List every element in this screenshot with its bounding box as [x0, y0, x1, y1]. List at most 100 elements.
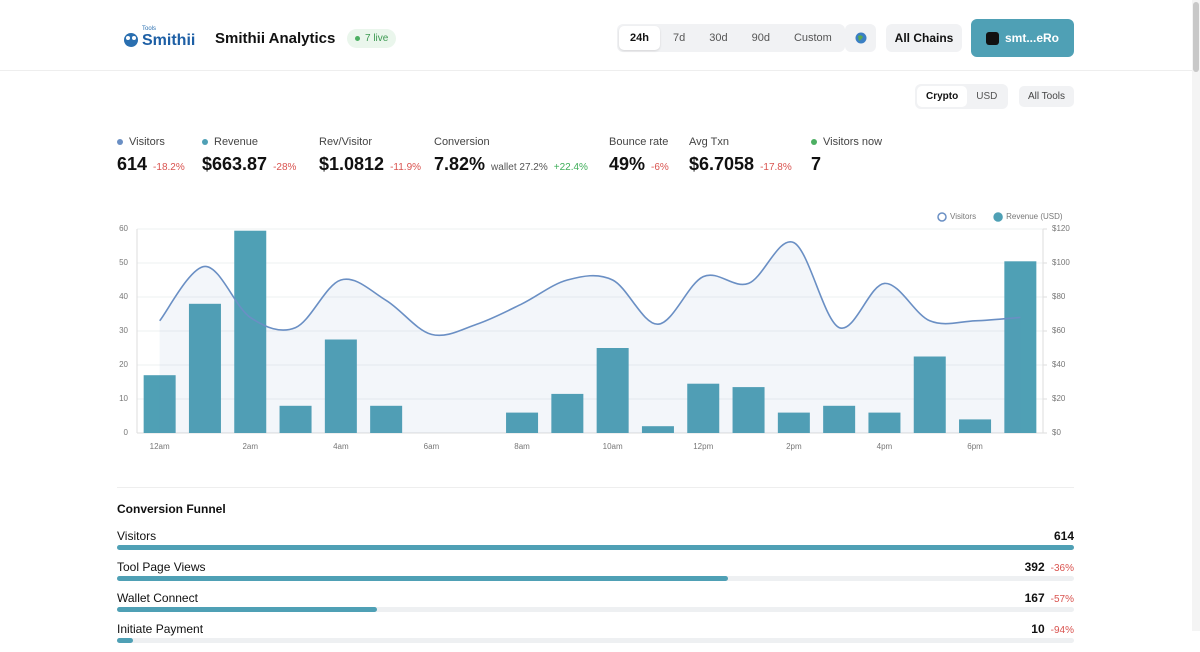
range-option[interactable]: 24h — [619, 26, 660, 50]
metric-label-row: Revenue — [202, 136, 296, 148]
bar — [868, 412, 901, 433]
metric-row: $6.7058 -17.8% — [689, 154, 792, 175]
funnel-value: 392 — [1024, 560, 1045, 574]
chart: 0 10 20 30 40 50 60 $0 $20 $40 $60 $80 $100 $120 12am 2… — [119, 212, 1070, 451]
metric-label-row: Avg Txn — [689, 136, 792, 148]
range-selector: 24h 7d 30d 90d Custom — [617, 24, 845, 52]
metric-dot — [202, 139, 208, 145]
funnel-track — [117, 638, 1074, 643]
x-tick-label: 4am — [333, 442, 349, 451]
metric-change: -18.2% — [153, 162, 185, 173]
funnel-track — [117, 576, 1074, 581]
currency-option[interactable]: USD — [976, 91, 998, 102]
metric-change: -17.8% — [760, 162, 792, 173]
y2-tick-label: $80 — [1052, 292, 1066, 301]
metric-row: $663.87 -28% — [202, 154, 296, 175]
bar — [959, 419, 992, 433]
metric-note: wallet 27.2% — [491, 162, 548, 173]
currency-option[interactable]: Crypto — [917, 86, 968, 107]
legend-label: Visitors — [950, 212, 976, 221]
metric-change: -11.9% — [390, 162, 422, 173]
funnel-value-row: 392 -36% — [1025, 560, 1074, 574]
y-tick-label: 50 — [119, 258, 128, 267]
globe-button[interactable] — [845, 24, 876, 52]
metric: Conversion 7.82% wallet 27.2% +22.4% — [434, 136, 588, 175]
y2-tick-label: $120 — [1052, 224, 1070, 233]
funnel-step: Wallet Connect 167 -57% — [117, 591, 1074, 621]
y2-tick-label: $100 — [1052, 258, 1070, 267]
funnel-bar — [117, 545, 1074, 550]
bar — [777, 412, 810, 433]
wallet-button[interactable]: smt...eRo — [971, 19, 1074, 57]
bar — [370, 405, 403, 433]
metric: Revenue $663.87 -28% — [202, 136, 296, 175]
funnel-label: Initiate Payment — [117, 622, 204, 636]
funnel-bar — [117, 638, 133, 643]
logo[interactable]: Tools Smithii — [120, 26, 204, 52]
funnel-change: -36% — [1050, 563, 1074, 574]
bar — [324, 339, 357, 433]
range-option[interactable]: 90d — [751, 32, 770, 44]
metric-label-row: Rev/Visitor — [319, 136, 421, 148]
funnel-track — [117, 607, 1074, 612]
metric-label-row: Conversion — [434, 136, 588, 148]
funnel-label: Wallet Connect — [117, 591, 198, 605]
funnel-change: -57% — [1050, 594, 1074, 605]
x-tick-label: 2pm — [786, 442, 802, 451]
metric-row: 614 -18.2% — [117, 154, 185, 175]
tools-button[interactable]: All Tools — [1019, 86, 1074, 107]
x-tick-label: 8am — [514, 442, 530, 451]
bar — [234, 230, 267, 433]
metric-label: Avg Txn — [689, 136, 729, 148]
metric-label: Revenue — [214, 136, 259, 148]
logo-tag: Tools — [142, 26, 157, 32]
y2-tick-label: $40 — [1052, 360, 1066, 369]
metric: Avg Txn $6.7058 -17.8% — [689, 136, 792, 175]
metric-change: -28% — [273, 162, 297, 173]
funnel-bar — [117, 576, 728, 581]
metric-value: 7 — [811, 154, 822, 174]
bar — [506, 412, 539, 433]
logo-icon — [124, 33, 138, 47]
x-tick-label: 12pm — [693, 442, 713, 451]
wallet-text: smt...eRo — [1004, 31, 1059, 45]
metric: Bounce rate 49% -6% — [609, 136, 669, 175]
scrollbar — [1192, 0, 1200, 631]
funnel-label: Tool Page Views — [117, 560, 206, 574]
divider — [117, 487, 1074, 488]
live-badge: 7 live — [347, 29, 397, 48]
metric: Rev/Visitor $1.0812 -11.9% — [319, 136, 421, 175]
range-option[interactable]: Custom — [793, 32, 832, 44]
funnel-value: 614 — [1053, 529, 1074, 543]
area-fill — [159, 241, 1021, 433]
logo-text: Smithii — [142, 32, 196, 49]
metric-dot — [117, 139, 123, 145]
metric-value: $663.87 — [202, 154, 268, 174]
bar — [687, 383, 720, 433]
range-option[interactable]: 30d — [709, 32, 728, 44]
app-title: Smithii Analytics — [215, 30, 336, 47]
bar — [551, 393, 584, 433]
range-option[interactable]: 7d — [672, 32, 686, 44]
bar — [823, 405, 856, 433]
legend-label: Revenue (USD) — [1006, 212, 1063, 221]
chains-button[interactable]: All Chains — [886, 24, 962, 52]
metric: Visitors 614 -18.2% — [117, 136, 185, 175]
funnel-value-row: 167 -57% — [1025, 591, 1074, 605]
y-tick-label: 30 — [119, 326, 128, 335]
y-tick-label: 40 — [119, 292, 128, 301]
metric-label: Rev/Visitor — [319, 136, 372, 148]
metric-label: Visitors — [129, 136, 165, 148]
metric-row: 49% -6% — [609, 154, 669, 175]
funnel-bar — [117, 607, 378, 612]
y2-tick-label: $20 — [1052, 394, 1066, 403]
legend-swatch — [993, 212, 1003, 222]
metric: Visitors now 7 — [811, 136, 882, 175]
funnel-value-row: 10 -94% — [1031, 622, 1074, 636]
funnel-label: Visitors — [117, 529, 157, 543]
y-tick-label: 60 — [119, 224, 128, 233]
metric-row: $1.0812 -11.9% — [319, 154, 421, 175]
y-tick-label: 0 — [124, 428, 129, 437]
metric-label: Bounce rate — [609, 136, 669, 148]
